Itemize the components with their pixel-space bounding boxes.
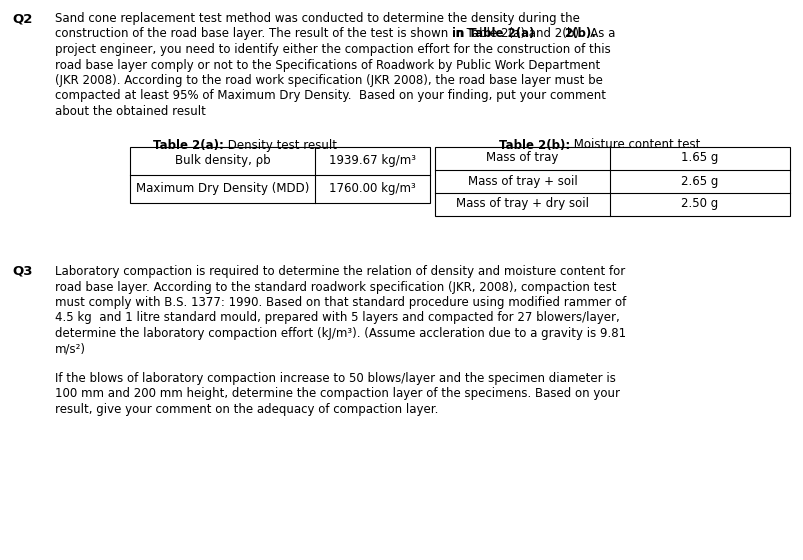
Text: must comply with B.S. 1377: 1990. Based on that standard procedure using modifie: must comply with B.S. 1377: 1990. Based … (55, 296, 626, 309)
Bar (434, 147, 789, 216)
Text: Moisture content test: Moisture content test (569, 138, 700, 152)
Text: Mass of tray + soil: Mass of tray + soil (467, 175, 577, 188)
Text: 100 mm and 200 mm height, determine the compaction layer of the specimens. Based: 100 mm and 200 mm height, determine the … (55, 388, 619, 400)
Text: determine the laboratory compaction effort (kJ/m³). (Assume accleration due to a: determine the laboratory compaction effo… (55, 327, 626, 340)
Text: construction of the road base layer. The result of the test is shown: construction of the road base layer. The… (55, 27, 451, 40)
Text: road base layer comply or not to the Specifications of Roadwork by Public Work D: road base layer comply or not to the Spe… (55, 58, 600, 72)
Text: Density test result: Density test result (224, 138, 336, 152)
Text: Table 2(b):: Table 2(b): (499, 138, 569, 152)
Text: m/s²): m/s²) (55, 343, 86, 356)
Text: 1760.00 kg/m³: 1760.00 kg/m³ (328, 182, 415, 195)
Text: and: and (534, 27, 564, 40)
Text: in Table 2(a): in Table 2(a) (451, 27, 534, 40)
Text: 2(b).: 2(b). (564, 27, 595, 40)
Text: Sand cone replacement test method was conducted to determine the density during : Sand cone replacement test method was co… (55, 12, 579, 25)
Bar (130, 147, 430, 203)
Text: Q2: Q2 (12, 12, 32, 25)
Text: about the obtained result: about the obtained result (55, 105, 206, 118)
Text: Density test result: Density test result (224, 138, 336, 152)
Text: 1.65 g: 1.65 g (680, 152, 718, 165)
Text: Mass of tray + dry soil: Mass of tray + dry soil (455, 198, 589, 211)
Text: Table 2(b):: Table 2(b): (499, 138, 569, 152)
Text: Maximum Dry Density (MDD): Maximum Dry Density (MDD) (136, 182, 309, 195)
Text: If the blows of laboratory compaction increase to 50 blows/layer and the specime: If the blows of laboratory compaction in… (55, 372, 615, 385)
Text: Laboratory compaction is required to determine the relation of density and moist: Laboratory compaction is required to det… (55, 265, 625, 278)
Text: (JKR 2008). According to the road work specification (JKR 2008), the road base l: (JKR 2008). According to the road work s… (55, 74, 602, 87)
Text: compacted at least 95% of Maximum Dry Density.  Based on your finding, put your : compacted at least 95% of Maximum Dry De… (55, 90, 605, 102)
Text: Bulk density, ρb: Bulk density, ρb (174, 154, 270, 167)
Text: construction of the road base layer. The result of the test is shown in Table 2(: construction of the road base layer. The… (55, 27, 614, 40)
Text: Table 2(a): Density test result: Table 2(a): Density test result (157, 138, 332, 152)
Text: 2.65 g: 2.65 g (680, 175, 718, 188)
Text: Table 2(a):: Table 2(a): (153, 138, 224, 152)
Text: 2.50 g: 2.50 g (680, 198, 718, 211)
Text: 4.5 kg  and 1 litre standard mould, prepared with 5 layers and compacted for 27 : 4.5 kg and 1 litre standard mould, prepa… (55, 311, 619, 324)
Text: Mass of tray: Mass of tray (486, 152, 558, 165)
Text: result, give your comment on the adequacy of compaction layer.: result, give your comment on the adequac… (55, 403, 438, 416)
Text: 1939.67 kg/m³: 1939.67 kg/m³ (328, 154, 415, 167)
Text: Table 2(a):: Table 2(a): (153, 138, 224, 152)
Text: Q3: Q3 (12, 265, 32, 278)
Text: road base layer. According to the standard roadwork specification (JKR, 2008), c: road base layer. According to the standa… (55, 281, 616, 293)
Text: project engineer, you need to identify either the compaction effort for the cons: project engineer, you need to identify e… (55, 43, 610, 56)
